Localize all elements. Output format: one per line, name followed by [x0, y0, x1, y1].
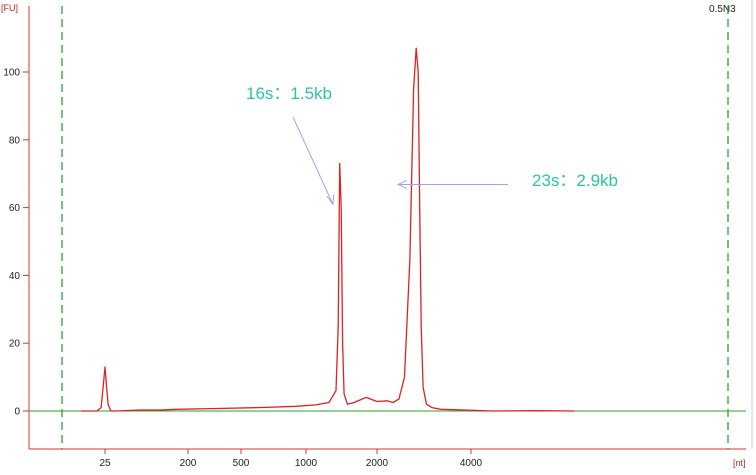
x-ticks: 25 200 500 1000 2000 4000 [99, 449, 482, 469]
x-tick-label: 2000 [366, 458, 389, 469]
y-tick-label: 60 [9, 203, 21, 214]
x-tick-label: 500 [233, 458, 250, 469]
x-tick-label: 25 [99, 458, 111, 469]
y-tick-label: 20 [9, 339, 21, 350]
y-tick-label: 40 [9, 271, 21, 282]
y-tick-label: 100 [3, 68, 20, 79]
annotation-16s-arrow [293, 117, 333, 204]
sample-label: 0.5N3 [709, 4, 736, 15]
y-unit-label: [FU] [1, 3, 18, 13]
x-tick-label: 1000 [295, 458, 318, 469]
y-tick-label: 80 [9, 135, 21, 146]
annotation-16s-label: 16s：1.5kb [246, 84, 332, 103]
x-tick-label: 200 [180, 458, 197, 469]
y-ticks: 0 20 40 60 80 100 [3, 68, 29, 418]
x-tick-label: 4000 [460, 458, 483, 469]
y-tick-label: 0 [14, 407, 20, 418]
x-unit-label: [nt] [733, 458, 746, 468]
annotations: 16s：1.5kb 23s：2.9kb [246, 84, 618, 204]
annotation-23s-label: 23s：2.9kb [532, 171, 618, 190]
